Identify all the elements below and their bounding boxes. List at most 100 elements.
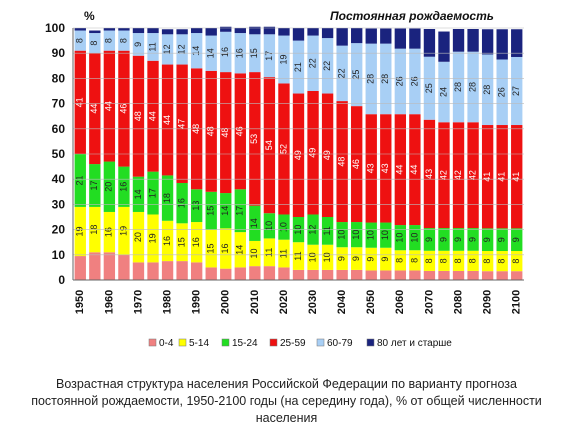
data-label: 15	[176, 237, 186, 247]
bar-segment	[263, 238, 276, 267]
y-tick-label: 10	[52, 248, 66, 262]
data-label: 25	[424, 83, 434, 93]
data-label: 16	[220, 47, 230, 57]
bar-segment	[89, 30, 101, 34]
bar-segment	[205, 28, 217, 36]
bar-segment	[496, 271, 508, 280]
data-label: 14	[235, 245, 245, 255]
bar-segment	[380, 247, 392, 271]
data-label: 16	[104, 227, 114, 237]
data-label: 10	[264, 221, 274, 231]
bar-segment	[74, 256, 86, 280]
data-label: 9	[467, 237, 477, 242]
bar-segment	[278, 83, 290, 215]
legend-label: 5-14	[189, 338, 209, 349]
bar-segment	[394, 225, 407, 251]
bar-segment	[307, 244, 319, 270]
x-tick-label: 1950	[74, 290, 86, 314]
bar-segment	[161, 175, 174, 221]
bar-segment	[511, 271, 523, 280]
bar-segment	[452, 51, 465, 123]
legend-swatch	[148, 338, 157, 347]
bar-segment	[89, 33, 101, 54]
bar-segment	[132, 28, 145, 34]
bar-segment	[263, 34, 276, 78]
bar-segment	[205, 267, 217, 280]
data-label: 8	[511, 259, 521, 264]
bar-segment	[234, 189, 246, 233]
bar-segment	[307, 91, 319, 215]
legend: 0-4 5-14 15-24 25-59 60-79 80 лет и старше	[148, 338, 452, 349]
x-tick-label: 2050	[365, 290, 377, 314]
bar-segment	[438, 270, 450, 280]
data-label: 28	[467, 82, 477, 92]
data-label: 11	[264, 248, 274, 257]
bar-segment	[190, 28, 203, 34]
bar-segment	[467, 270, 479, 280]
chart-title: Постоянная рождаемость	[330, 9, 494, 23]
bar-segment	[336, 269, 348, 280]
bar-segment	[74, 50, 86, 154]
data-label: 9	[351, 256, 361, 261]
data-label: 9	[337, 256, 347, 261]
legend-label: 15-24	[232, 338, 258, 349]
data-label: 14	[133, 189, 143, 199]
data-label: 48	[133, 111, 143, 121]
data-label: 44	[409, 165, 419, 175]
bar-segment	[496, 251, 508, 272]
bar-segment	[481, 271, 494, 280]
bar-segment	[423, 56, 436, 120]
bar-segment	[511, 228, 523, 252]
bar-segment	[409, 270, 421, 280]
bar-segment	[336, 28, 348, 46]
data-label: 16	[162, 236, 172, 246]
bar-segment	[481, 54, 494, 126]
bar-segment	[147, 60, 159, 172]
data-label: 44	[395, 165, 405, 175]
data-label: 21	[293, 62, 303, 72]
data-label: 44	[89, 104, 99, 114]
data-label: 22	[322, 61, 332, 71]
data-label: 26	[409, 76, 419, 86]
data-label: 9	[133, 42, 143, 47]
bar-segment	[118, 30, 130, 51]
bar-segment	[380, 222, 392, 248]
bar-segment	[249, 205, 261, 241]
bar-segment	[438, 31, 450, 62]
y-tick-label: 90	[52, 46, 66, 60]
data-label: 9	[511, 237, 521, 242]
legend-label: 0-4	[159, 338, 174, 349]
bar-segment	[321, 244, 334, 270]
x-tick-label: 2060	[394, 290, 406, 314]
bar-segment	[380, 270, 392, 280]
data-label: 12	[176, 44, 186, 54]
bar-segment	[89, 53, 101, 165]
bar-segment	[511, 125, 523, 229]
data-label: 47	[176, 119, 186, 129]
data-label: 22	[307, 58, 317, 68]
caption-line-2: постоянной рождаемости, 1950-2100 годы (…	[31, 394, 542, 408]
bar-segment	[132, 55, 145, 177]
bar-segment	[511, 29, 523, 57]
bar-segment	[336, 247, 348, 270]
x-tick-label: 2020	[278, 290, 290, 314]
bar-segment	[176, 29, 188, 35]
bar-segment	[74, 28, 86, 31]
data-label: 26	[497, 87, 507, 97]
bar-segment	[409, 48, 421, 115]
bar-segment	[205, 191, 217, 230]
bar-segment	[394, 250, 407, 271]
bar-segment	[278, 214, 290, 240]
bar-segment	[292, 93, 305, 217]
x-tick-label: 2080	[452, 290, 464, 314]
data-label: 10	[409, 233, 419, 243]
data-label: 28	[482, 85, 492, 95]
bar-segment	[118, 206, 130, 255]
data-label: 11	[147, 42, 157, 51]
bar-segment	[467, 250, 479, 271]
data-label: 9	[438, 237, 448, 242]
data-label: 10	[337, 230, 347, 240]
bar-segment	[351, 43, 363, 107]
legend-label: 60-79	[327, 338, 353, 349]
bar-segment	[336, 45, 348, 102]
